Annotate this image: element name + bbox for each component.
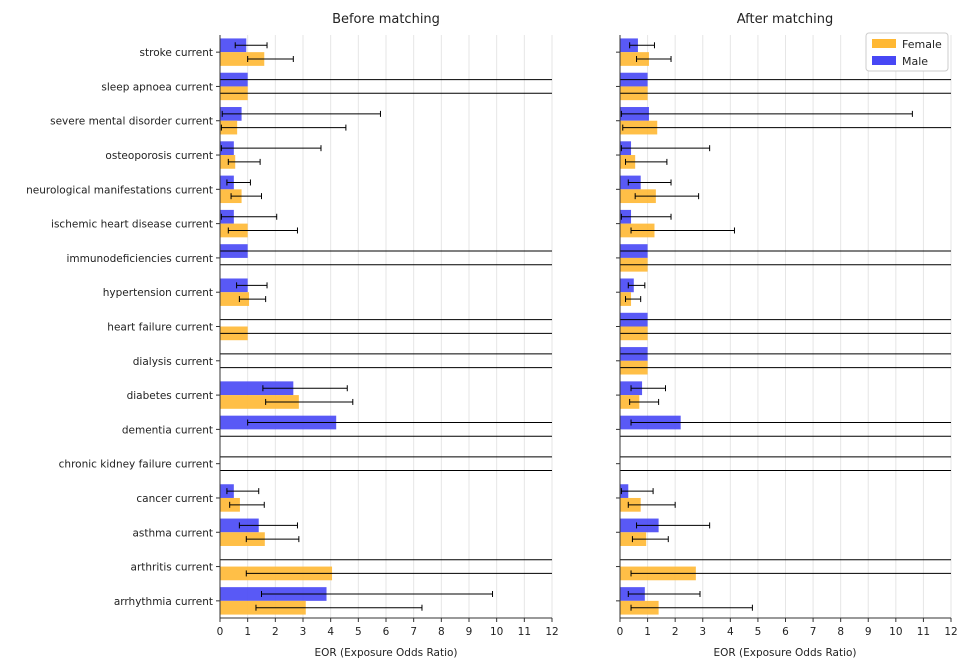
x-tick-label: 5 [355,626,362,638]
panel-title: After matching [737,12,834,27]
category-label: osteoporosis current [105,150,213,162]
category-label: chronic kidney failure current [59,459,213,471]
x-tick-label: 12 [545,626,558,638]
bar-female [220,292,250,306]
x-tick-label: 7 [810,626,817,638]
bar-female [220,532,265,546]
x-tick-label: 12 [944,626,957,638]
x-tick-label: 6 [782,626,789,638]
x-tick-label: 4 [727,626,734,638]
x-tick-label: 3 [300,626,307,638]
x-tick-label: 6 [383,626,390,638]
category-label: hypertension current [103,287,213,299]
category-label: sleep apnoea current [101,81,213,93]
category-label: ischemic heart disease current [51,219,213,231]
x-axis-label: EOR (Exposure Odds Ratio) [314,647,457,659]
x-tick-label: 9 [466,626,473,638]
legend-label-female: Female [902,38,942,51]
x-tick-label: 4 [327,626,334,638]
x-tick-label: 8 [438,626,445,638]
bar-female [220,52,265,66]
category-label: arthritis current [131,562,213,574]
x-tick-label: 10 [889,626,902,638]
bar-female [220,395,299,409]
panel-after-matching: After matching 0 1 2 3 4 5 6 7 8 9 10 11 12 EOR (Exp… [616,12,958,659]
x-tick-label: 11 [917,626,930,638]
x-tick-label: 10 [490,626,503,638]
x-axis-label: EOR (Exposure Odds Ratio) [713,647,856,659]
x-tick-label: 1 [644,626,651,638]
bar-male [220,278,248,293]
x-tick-label: 2 [672,626,679,638]
bar-female [220,155,236,169]
x-tick-label: 9 [865,626,872,638]
x-tick-label: 0 [617,626,624,638]
category-label: dialysis current [133,356,213,368]
category-label: heart failure current [107,322,213,334]
x-tick-label: 1 [244,626,251,638]
panel-title: Before matching [332,12,440,27]
bar-male [620,38,638,53]
panel-before-matching: Before matching stroke current sleep apno… [26,12,559,659]
category-label: immunodeficiencies current [67,253,214,265]
legend-swatch-male [872,56,896,65]
x-tick-label: 3 [699,626,706,638]
x-tick-label: 5 [755,626,762,638]
x-tick-label: 11 [518,626,531,638]
x-tick-label: 8 [837,626,844,638]
category-label: stroke current [140,47,213,59]
category-label: cancer current [136,493,213,505]
x-tick-label: 0 [217,626,224,638]
category-label: severe mental disorder current [50,116,213,128]
category-label: dementia current [122,424,213,436]
category-label: asthma current [132,527,213,539]
category-label: diabetes current [127,390,213,402]
bar-female [620,52,649,66]
x-tick-label: 7 [410,626,417,638]
bar-male [220,381,294,396]
category-label: neurological manifestations current [26,184,213,196]
bar-male [620,278,634,293]
category-label: arrhythmia current [114,596,213,608]
bar-male [220,38,247,53]
legend-label-male: Male [902,55,928,68]
legend-swatch-female [872,39,896,48]
x-tick-label: 2 [272,626,279,638]
legend: Female Male [865,32,949,72]
